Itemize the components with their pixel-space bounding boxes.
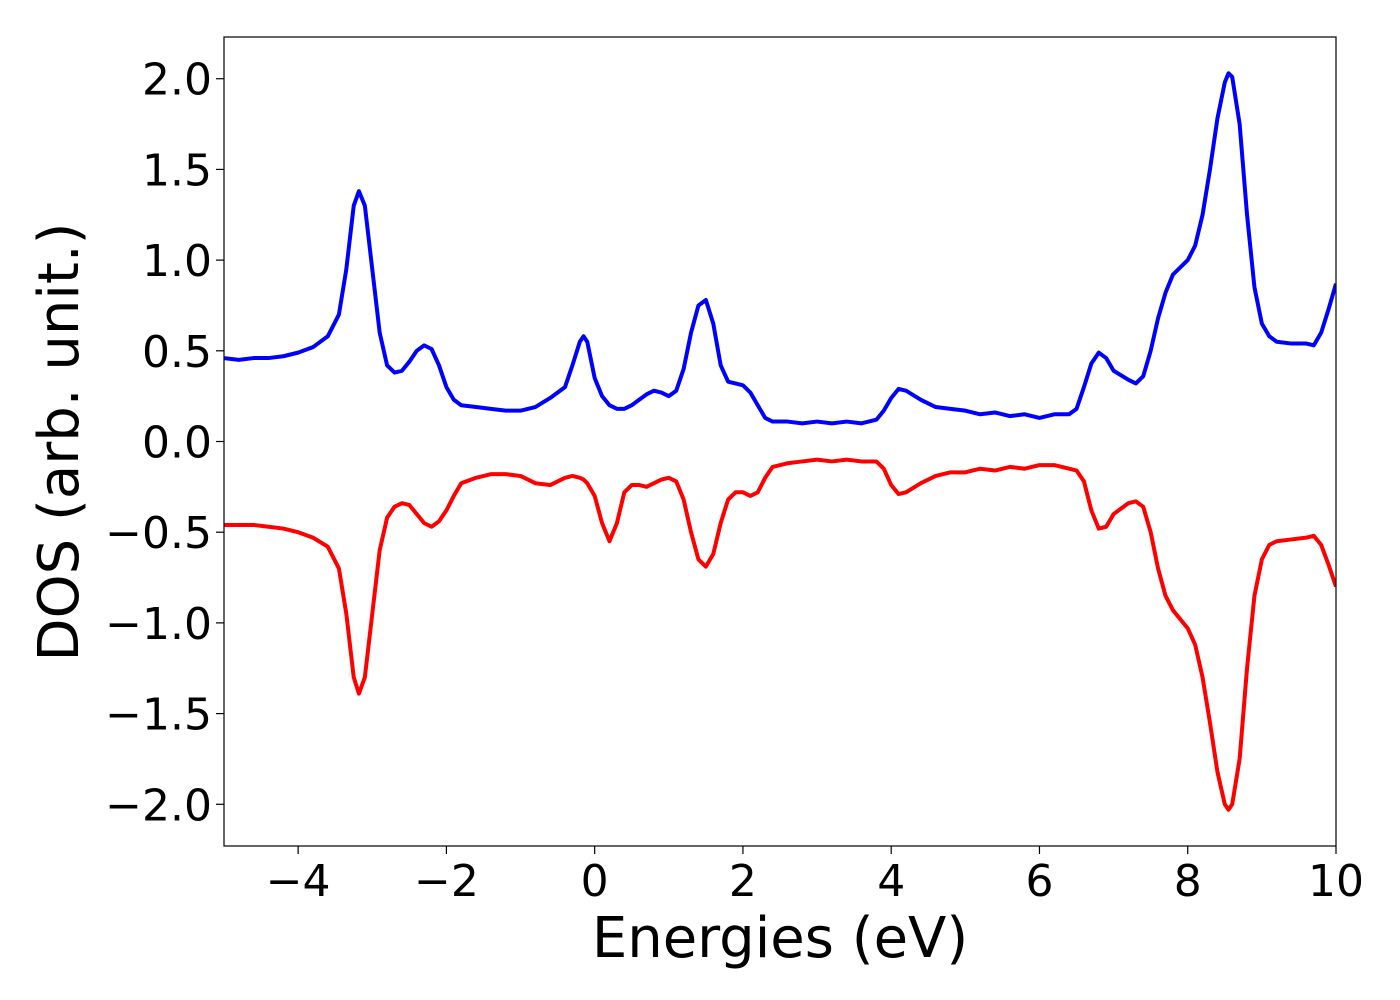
plot-frame: [223, 36, 1337, 847]
y-tick-label: −1.5: [105, 690, 212, 741]
y-tick-label: −1.0: [105, 599, 212, 650]
y-tick-label: 2.0: [142, 55, 212, 106]
dos-line: [224, 457, 1336, 812]
x-tick-label: 8: [1174, 856, 1202, 907]
x-tick-label: −4: [266, 856, 331, 907]
x-tick-label: 0: [581, 856, 609, 907]
x-tick-label: 6: [1025, 856, 1053, 907]
y-tick-label: −2.0: [105, 780, 212, 831]
x-tick-label: −2: [414, 856, 479, 907]
y-tick-label: 0.0: [142, 418, 212, 469]
y-axis-label: DOS (arb. unit.): [27, 222, 92, 661]
y-tick-label: 0.5: [142, 327, 212, 378]
x-tick-label: 4: [877, 856, 905, 907]
y-tick-label: 1.0: [142, 236, 212, 287]
plot-lines: [224, 71, 1336, 812]
dos-line: [224, 71, 1336, 426]
y-tick-label: −0.5: [105, 508, 212, 559]
y-tick-label: 1.5: [142, 145, 212, 196]
x-axis-label: Energies (eV): [592, 906, 968, 971]
x-tick-label: 10: [1308, 856, 1364, 907]
x-tick-label: 2: [729, 856, 757, 907]
